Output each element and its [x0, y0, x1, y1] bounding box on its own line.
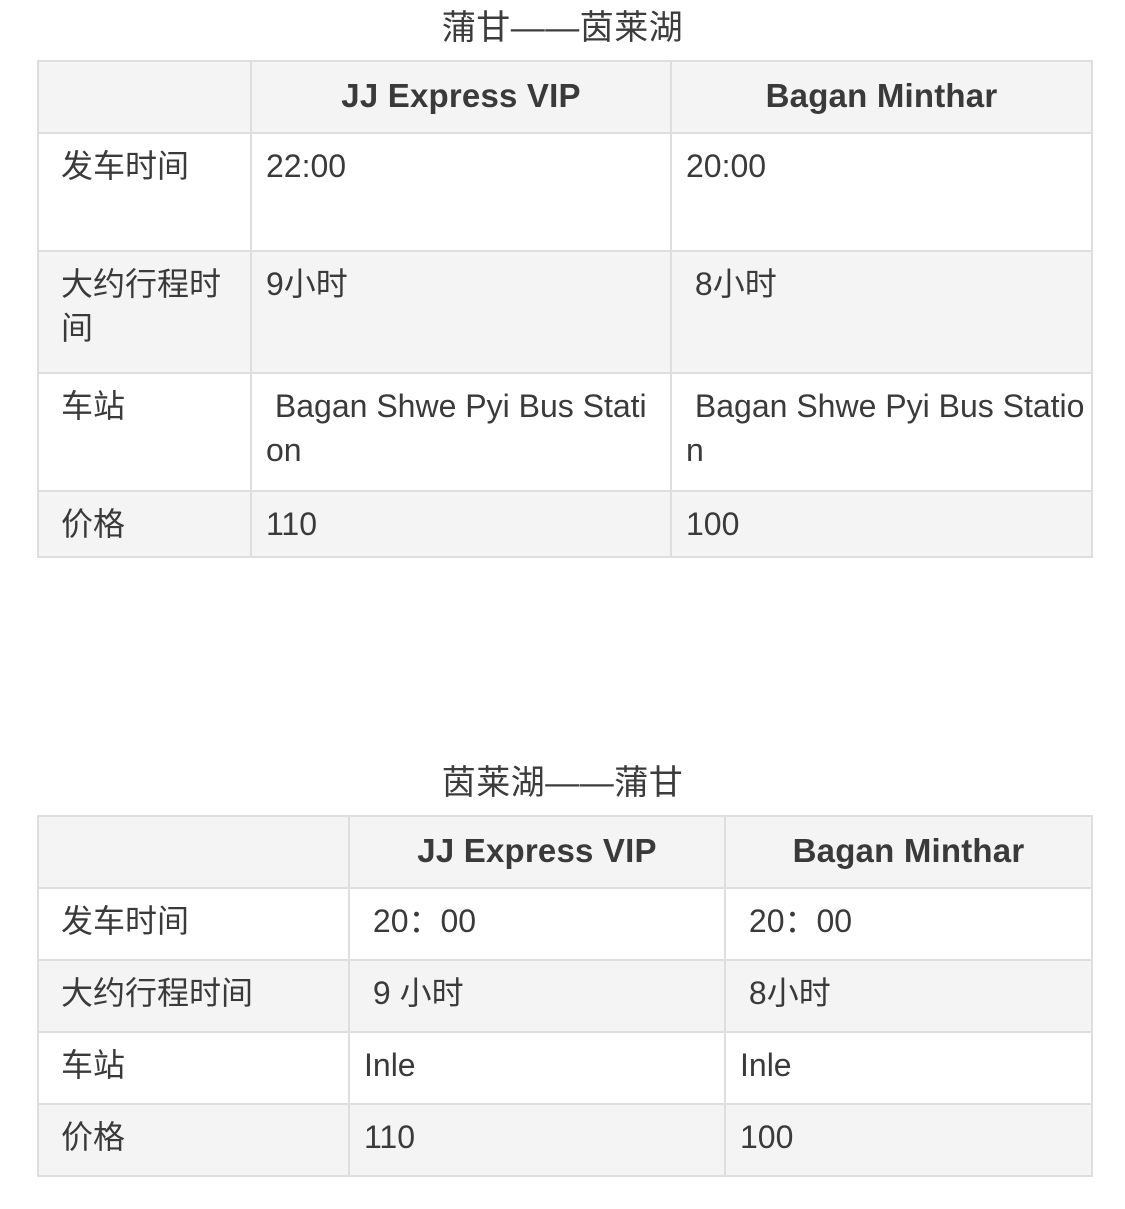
cell-duration-minthar: 8小时: [672, 252, 1093, 374]
table-row: 大约行程时间 9 小时 8小时: [39, 961, 1093, 1033]
cell-departure-time-minthar: 20:00: [672, 134, 1093, 252]
cell-station-jj: Inle: [350, 1033, 726, 1105]
table-header-row: JJ Express VIP Bagan Minthar: [39, 817, 1093, 889]
schedule-table-inle-to-bagan: JJ Express VIP Bagan Minthar 发车时间 20：00 …: [37, 815, 1093, 1177]
table-row: 车站 Bagan Shwe Pyi Bus Station Bagan Shwe…: [39, 374, 1093, 492]
table-header-row: JJ Express VIP Bagan Minthar: [39, 62, 1093, 134]
table-row: 价格 110 100: [39, 492, 1093, 558]
schedule-section-inle-to-bagan: 茵莱湖——蒲甘 JJ Express VIP Bagan Minthar 发车时…: [0, 755, 1125, 1177]
row-label-station: 车站: [39, 1033, 350, 1105]
table-title-bagan-to-inle: 蒲甘——茵莱湖: [441, 9, 684, 47]
cell-price-minthar: 100: [726, 1105, 1093, 1177]
row-label-price: 价格: [39, 492, 252, 558]
cell-price-jj: 110: [252, 492, 672, 558]
cell-station-minthar: Bagan Shwe Pyi Bus Station: [672, 374, 1093, 492]
cell-departure-time-jj: 20：00: [350, 889, 726, 961]
schedule-table-bagan-to-inle: JJ Express VIP Bagan Minthar 发车时间 22:00 …: [37, 60, 1093, 558]
table-row: 发车时间 20：00 20：00: [39, 889, 1093, 961]
table-head: JJ Express VIP Bagan Minthar: [39, 62, 1093, 134]
row-label-price: 价格: [39, 1105, 350, 1177]
row-label-departure-time: 发车时间: [39, 889, 350, 961]
column-header-jj-express-vip: JJ Express VIP: [350, 817, 726, 889]
table-row: 大约行程时间 9小时 8小时: [39, 252, 1093, 374]
table-head: JJ Express VIP Bagan Minthar: [39, 817, 1093, 889]
cell-price-jj: 110: [350, 1105, 726, 1177]
cell-departure-time-jj: 22:00: [252, 134, 672, 252]
table-row: 价格 110 100: [39, 1105, 1093, 1177]
table-row: 车站 Inle Inle: [39, 1033, 1093, 1105]
column-header-blank: [39, 817, 350, 889]
schedule-section-bagan-to-inle: 蒲甘——茵莱湖 JJ Express VIP Bagan Minthar 发车时…: [0, 0, 1125, 558]
row-label-duration: 大约行程时间: [39, 961, 350, 1033]
column-header-bagan-minthar: Bagan Minthar: [672, 62, 1093, 134]
column-header-blank: [39, 62, 252, 134]
table-row: 发车时间 22:00 20:00: [39, 134, 1093, 252]
cell-station-jj: Bagan Shwe Pyi Bus Station: [252, 374, 672, 492]
cell-station-minthar: Inle: [726, 1033, 1093, 1105]
table-body: 发车时间 22:00 20:00 大约行程时间 9小时 8小时 车站 Bagan…: [39, 134, 1093, 558]
column-header-jj-express-vip: JJ Express VIP: [252, 62, 672, 134]
table-body: 发车时间 20：00 20：00 大约行程时间 9 小时 8小时 车站 Inle…: [39, 889, 1093, 1177]
cell-departure-time-minthar: 20：00: [726, 889, 1093, 961]
cell-price-minthar: 100: [672, 492, 1093, 558]
row-label-departure-time: 发车时间: [39, 134, 252, 252]
cell-duration-jj: 9小时: [252, 252, 672, 374]
column-header-bagan-minthar: Bagan Minthar: [726, 817, 1093, 889]
row-label-station: 车站: [39, 374, 252, 492]
cell-duration-minthar: 8小时: [726, 961, 1093, 1033]
row-label-duration: 大约行程时间: [39, 252, 252, 374]
table-title-inle-to-bagan: 茵莱湖——蒲甘: [441, 764, 684, 802]
cell-duration-jj: 9 小时: [350, 961, 726, 1033]
